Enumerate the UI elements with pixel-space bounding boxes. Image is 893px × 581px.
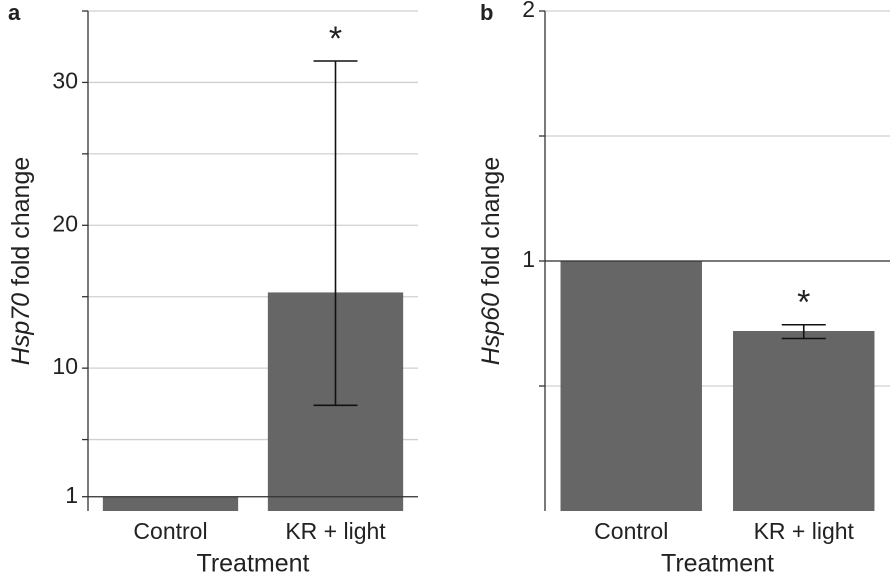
y-axis-title-gene: Hsp70 [7, 293, 35, 365]
x-axis-title: Treatment [196, 550, 309, 576]
x-axis-title: Treatment [661, 550, 774, 576]
error-bar [781, 323, 826, 340]
y-axis-title: Hsp60 fold change [477, 157, 505, 365]
x-tick-label: Control [133, 518, 207, 544]
significance-star: * [329, 20, 342, 58]
panel-letter: b [480, 0, 493, 25]
y-tick-label: 2 [522, 0, 535, 22]
y-axis-title-gene: Hsp60 [477, 293, 505, 365]
x-tick-label: KR + light [754, 518, 855, 544]
error-bar [313, 60, 358, 407]
y-axis-title-text: fold change [7, 157, 35, 293]
panel-letter: a [8, 0, 21, 25]
bar [560, 261, 702, 511]
bar [102, 496, 239, 511]
y-axis-title-text: fold change [477, 157, 505, 293]
y-tick-label: 20 [52, 210, 78, 236]
y-tick-label: 1 [65, 482, 78, 508]
x-tick-label: KR + light [285, 518, 386, 544]
y-tick-label: 1 [522, 246, 535, 272]
y-tick-label: 30 [52, 68, 78, 94]
bar [733, 331, 875, 511]
x-tick-label: Control [594, 518, 668, 544]
y-axis-title: Hsp70 fold change [7, 157, 35, 365]
y-tick-label: 10 [52, 353, 78, 379]
significance-star: * [797, 284, 810, 322]
